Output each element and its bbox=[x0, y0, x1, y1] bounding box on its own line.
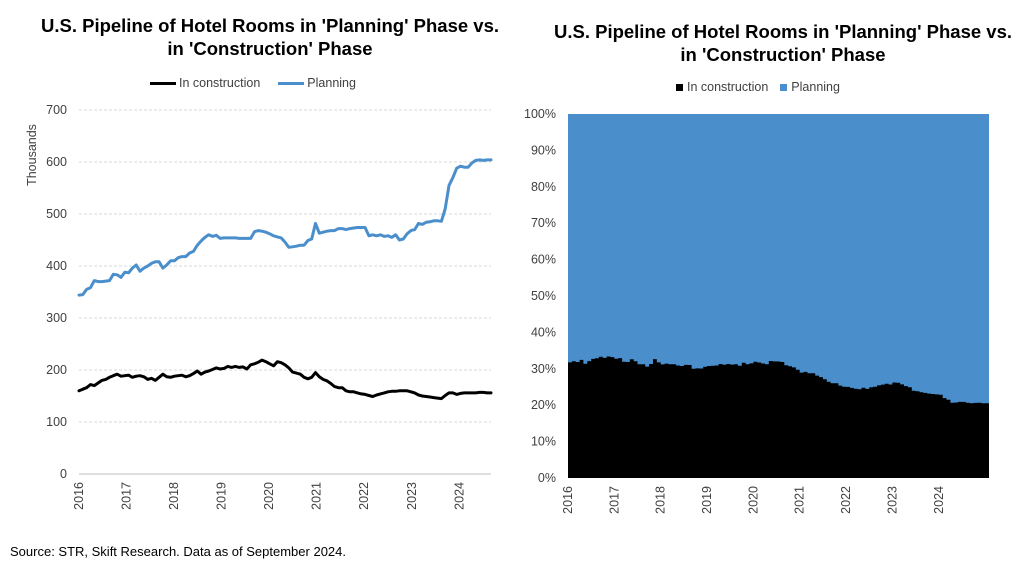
right-y-tick-label: 70% bbox=[531, 216, 556, 230]
right-x-tick-label: 2017 bbox=[607, 486, 621, 514]
left-x-tick-label: 2021 bbox=[310, 482, 324, 510]
right-y-tick-label: 30% bbox=[531, 362, 556, 376]
right-x-tick-label: 2019 bbox=[700, 486, 714, 514]
right-x-tick-label: 2022 bbox=[839, 486, 853, 514]
legend-label-construction: In construction bbox=[179, 76, 261, 90]
legend-item-planning-share: Planning bbox=[780, 80, 840, 94]
left-x-tick-label: 2017 bbox=[120, 482, 134, 510]
left-x-tick-label: 2020 bbox=[262, 482, 276, 510]
planning-line bbox=[77, 158, 493, 297]
left-x-tick-label: 2023 bbox=[405, 482, 419, 510]
right-x-tick-label: 2023 bbox=[885, 486, 899, 514]
legend-item-construction-share: In construction bbox=[676, 80, 768, 94]
legend-item-construction: In construction bbox=[150, 76, 260, 90]
right-x-tick-label: 2021 bbox=[793, 486, 807, 514]
right-y-tick-label: 40% bbox=[531, 325, 556, 339]
right-chart-title: U.S. Pipeline of Hotel Rooms in 'Plannin… bbox=[553, 21, 1013, 65]
right-x-tick-label: 2020 bbox=[746, 486, 760, 514]
left-y-tick-label: 400 bbox=[46, 259, 67, 273]
right-y-tick-label: 80% bbox=[531, 180, 556, 194]
left-y-tick-label: 0 bbox=[60, 467, 67, 481]
legend-label-construction-share: In construction bbox=[687, 80, 769, 94]
left-y-tick-label: 200 bbox=[46, 363, 67, 377]
left-y-tick-label: 300 bbox=[46, 311, 67, 325]
legend-label-planning: Planning bbox=[307, 76, 356, 90]
legend-swatch-planning-share bbox=[780, 83, 788, 91]
legend-swatch-construction bbox=[150, 81, 176, 85]
right-y-tick-label: 50% bbox=[531, 289, 556, 303]
legend-swatch-construction-share bbox=[676, 83, 683, 91]
left-x-tick-label: 2016 bbox=[72, 482, 86, 510]
right-y-tick-label: 10% bbox=[531, 435, 556, 449]
legend-label-planning-share: Planning bbox=[791, 80, 840, 94]
left-y-tick-label: 600 bbox=[46, 155, 67, 169]
right-x-tick-label: 2016 bbox=[561, 486, 575, 514]
legend-item-planning: Planning bbox=[278, 76, 356, 90]
left-x-tick-label: 2019 bbox=[215, 482, 229, 510]
construction-share-area bbox=[568, 356, 989, 478]
left-y-tick-label: 100 bbox=[46, 415, 67, 429]
right-y-tick-label: 20% bbox=[531, 398, 556, 412]
right-y-tick-label: 100% bbox=[524, 107, 556, 121]
left-y-axis-title: Thousands bbox=[25, 124, 39, 186]
left-x-tick-label: 2024 bbox=[452, 482, 466, 510]
left-x-tick-label: 2022 bbox=[357, 482, 371, 510]
right-y-tick-label: 0% bbox=[538, 471, 556, 485]
construction-line bbox=[77, 358, 493, 401]
source-note: Source: STR, Skift Research. Data as of … bbox=[10, 544, 346, 559]
right-y-tick-label: 90% bbox=[531, 143, 556, 157]
left-x-tick-label: 2018 bbox=[167, 482, 181, 510]
left-chart-legend: In construction Planning bbox=[150, 76, 374, 90]
right-chart-legend: In construction Planning bbox=[676, 80, 858, 94]
left-chart-title: U.S. Pipeline of Hotel Rooms in 'Plannin… bbox=[40, 15, 500, 59]
left-y-tick-label: 500 bbox=[46, 207, 67, 221]
right-y-tick-label: 60% bbox=[531, 253, 556, 267]
right-x-tick-label: 2024 bbox=[932, 486, 946, 514]
left-y-tick-label: 700 bbox=[46, 103, 67, 117]
legend-swatch-planning bbox=[278, 81, 305, 85]
right-x-tick-label: 2018 bbox=[654, 486, 668, 514]
